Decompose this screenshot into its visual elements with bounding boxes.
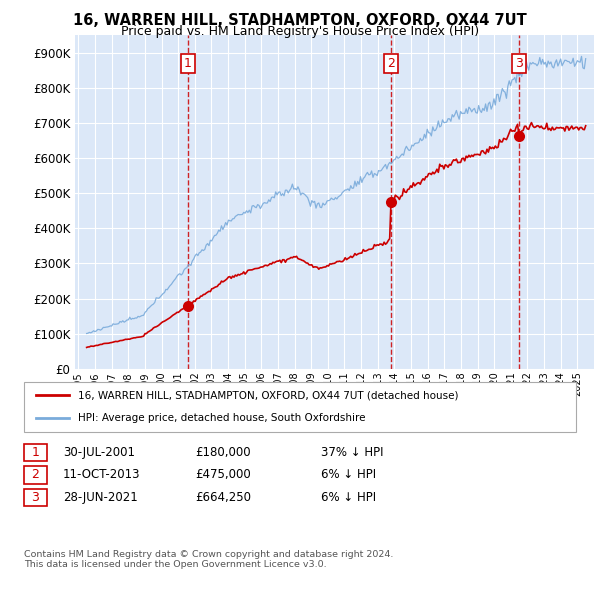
Text: 11-OCT-2013: 11-OCT-2013 [63, 468, 140, 481]
Text: 1: 1 [184, 57, 192, 70]
Text: HPI: Average price, detached house, South Oxfordshire: HPI: Average price, detached house, Sout… [78, 414, 365, 424]
Text: Price paid vs. HM Land Registry's House Price Index (HPI): Price paid vs. HM Land Registry's House … [121, 25, 479, 38]
Text: 3: 3 [31, 491, 40, 504]
Text: 28-JUN-2021: 28-JUN-2021 [63, 491, 138, 504]
Text: 16, WARREN HILL, STADHAMPTON, OXFORD, OX44 7UT (detached house): 16, WARREN HILL, STADHAMPTON, OXFORD, OX… [78, 390, 458, 400]
Text: 2: 2 [31, 468, 40, 481]
Text: 16, WARREN HILL, STADHAMPTON, OXFORD, OX44 7UT: 16, WARREN HILL, STADHAMPTON, OXFORD, OX… [73, 13, 527, 28]
Text: 2: 2 [387, 57, 395, 70]
Text: 30-JUL-2001: 30-JUL-2001 [63, 446, 135, 459]
Text: 3: 3 [515, 57, 523, 70]
Text: 6% ↓ HPI: 6% ↓ HPI [321, 491, 376, 504]
Text: £475,000: £475,000 [195, 468, 251, 481]
Text: 1: 1 [31, 446, 40, 459]
Text: £664,250: £664,250 [195, 491, 251, 504]
Text: 37% ↓ HPI: 37% ↓ HPI [321, 446, 383, 459]
Text: 6% ↓ HPI: 6% ↓ HPI [321, 468, 376, 481]
Text: £180,000: £180,000 [195, 446, 251, 459]
Text: Contains HM Land Registry data © Crown copyright and database right 2024.
This d: Contains HM Land Registry data © Crown c… [24, 550, 394, 569]
